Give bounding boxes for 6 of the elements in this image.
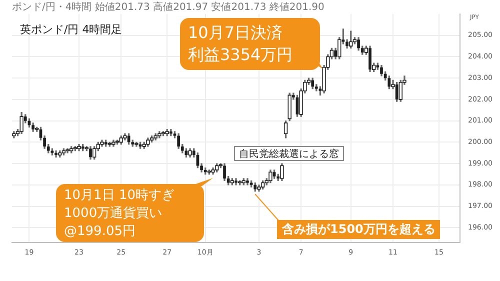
chart-subtitle: ポンド/円・4時間 始値201.73 高値201.97 安値201.73 終値201.90 [12, 0, 324, 14]
annotation: 含み損が1500万円を超える [282, 221, 436, 238]
annotation: 自民党総裁選による窓 [239, 148, 339, 162]
annotation: 10月7日決済利益3354万円 [188, 22, 294, 66]
annotation: 10月1日 10時すぎ 1000万通貨買い @199.05円 [64, 187, 176, 241]
text: 英ポンド/円 4時間足 [20, 22, 122, 37]
